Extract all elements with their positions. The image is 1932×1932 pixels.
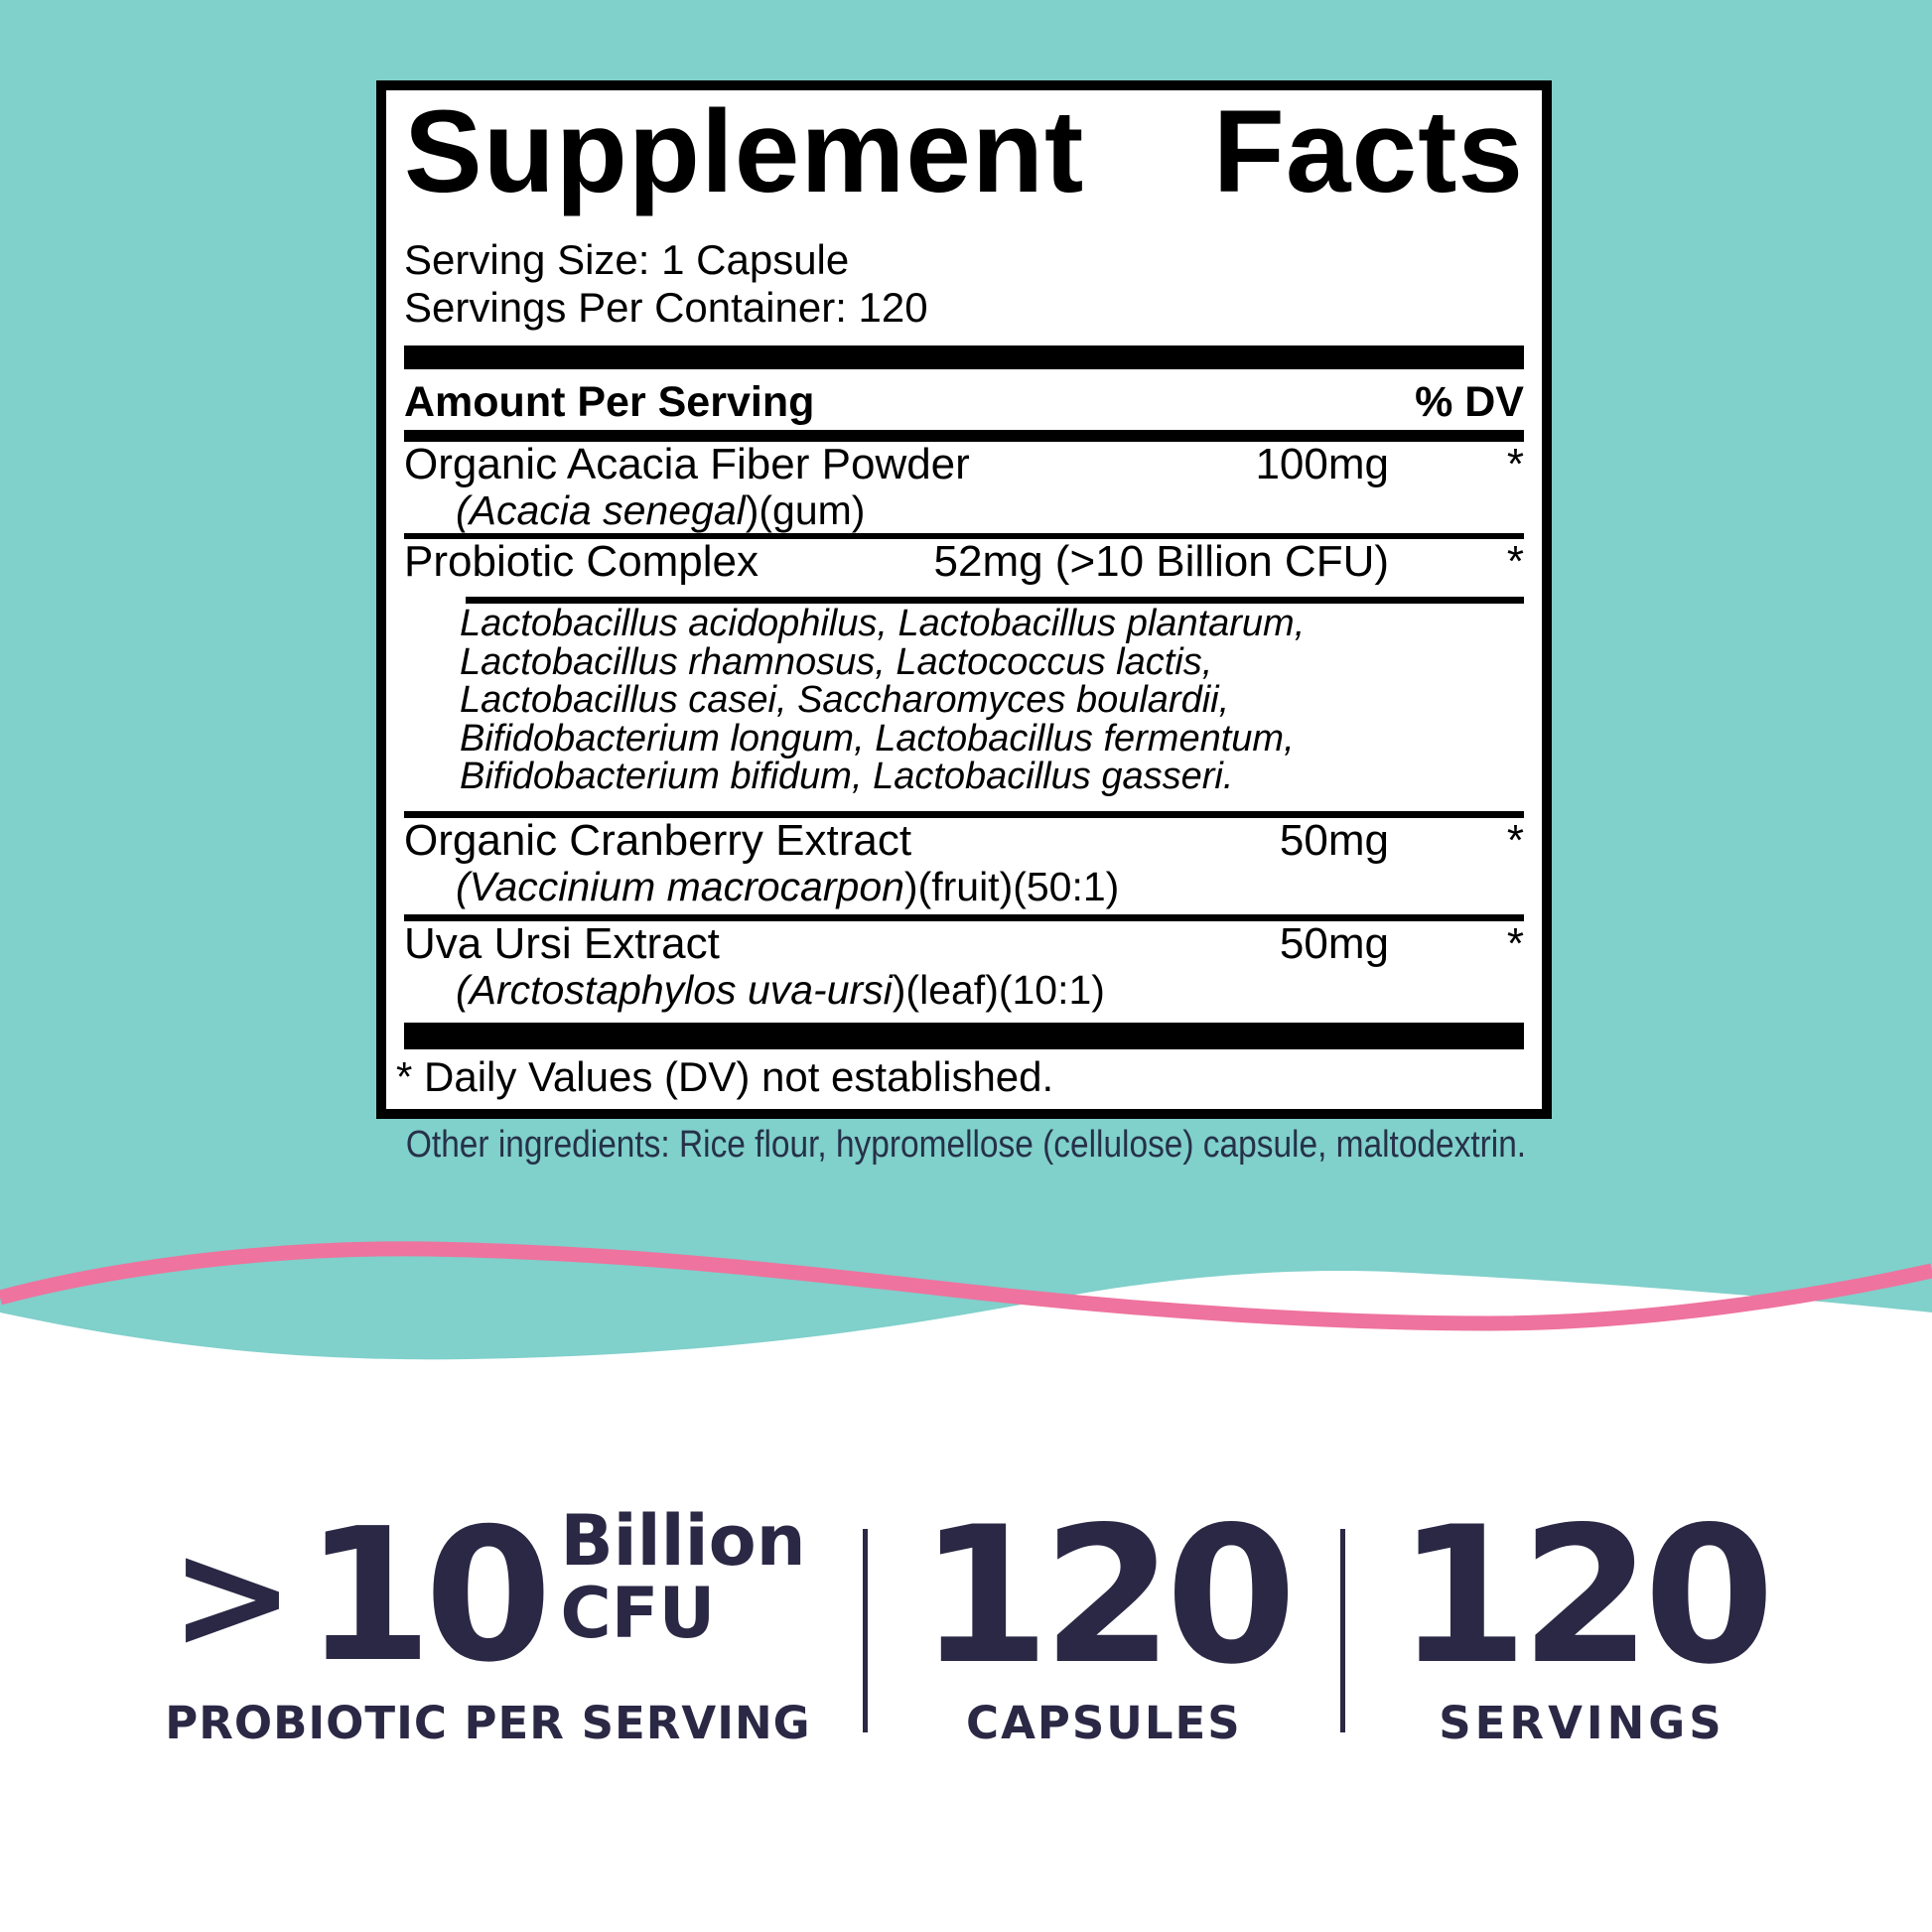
ingredient-dv: * xyxy=(1506,537,1524,586)
divider-bar-thick xyxy=(404,345,1524,369)
divider-bar-thick xyxy=(404,1022,1524,1049)
row-separator xyxy=(404,810,1524,818)
product-stats: > 10 Billion CFU PROBIOTIC PER SERVING 1… xyxy=(0,1486,1932,1750)
dv-header: % DV xyxy=(1415,378,1524,426)
probiotic-species-line: Bifidobacterium longum, Lactobacillus fe… xyxy=(460,717,1295,759)
ingredient-dv: * xyxy=(1506,440,1524,488)
other-ingredients-note: Other ingredients: Rice flour, hypromell… xyxy=(405,1124,1527,1166)
ingredient-name: Uva Ursi Extract xyxy=(404,918,720,968)
column-headers: Amount Per Serving % DV xyxy=(404,377,1524,427)
ingredient-subline: (Arctostaphylos uva-ursi)(leaf)(10:1) xyxy=(456,966,1105,1013)
ingredient-row-cranberry: Organic Cranberry Extract 50mg * (Vaccin… xyxy=(404,815,1524,909)
ingredient-name: Organic Acacia Fiber Powder xyxy=(404,440,970,488)
greater-than-symbol: > xyxy=(170,1509,295,1683)
stat-capsules: 120 CAPSULES xyxy=(918,1486,1298,1749)
daily-value-footnote: * Daily Values (DV) not established. xyxy=(396,1052,1054,1100)
ingredient-dv: * xyxy=(1506,815,1524,865)
stat-capsules-caption: CAPSULES xyxy=(966,1697,1242,1749)
unit-cfu: CFU xyxy=(560,1573,716,1654)
ingredient-row-acacia: Organic Acacia Fiber Powder 100mg * (Aca… xyxy=(404,440,1524,534)
divider-bar-thin xyxy=(404,430,1524,442)
label-title-word-supplement: Supplement xyxy=(404,86,1085,217)
ingredient-dv: * xyxy=(1506,918,1524,968)
serving-size: Serving Size: 1 Capsule xyxy=(404,236,850,283)
stat-probiotic-unit: Billion CFU xyxy=(560,1505,805,1650)
probiotic-species-line: Bifidobacterium bifidum, Lactobacillus g… xyxy=(460,756,1234,798)
ingredient-row-probiotic: Probiotic Complex 52mg (>10 Billion CFU)… xyxy=(404,539,1524,585)
unit-billion: Billion xyxy=(560,1500,806,1582)
stat-probiotic-cfu: > 10 Billion CFU PROBIOTIC PER SERVING xyxy=(165,1499,811,1750)
ingredient-row-uva-ursi: Uva Ursi Extract 50mg * (Arctostaphylos … xyxy=(404,918,1524,1013)
ingredient-amount: 50mg xyxy=(1279,918,1389,968)
label-title-word-facts: Facts xyxy=(1212,86,1524,217)
servings-per-container: Servings Per Container: 120 xyxy=(404,284,928,331)
ingredient-amount: 100mg xyxy=(1255,440,1389,488)
ingredient-name: Organic Cranberry Extract xyxy=(404,815,912,865)
ingredient-subline: (Vaccinium macrocarpon)(fruit)(50:1) xyxy=(456,863,1120,909)
probiotic-species-line: Lactobacillus casei, Saccharomyces boula… xyxy=(460,679,1230,722)
row-separator xyxy=(404,913,1524,921)
ingredient-name: Probiotic Complex xyxy=(404,537,759,586)
amount-per-serving-header: Amount Per Serving xyxy=(404,378,815,426)
stat-probiotic-number-row: > 10 Billion CFU xyxy=(165,1499,810,1693)
indented-separator xyxy=(466,597,1524,604)
probiotic-species-list: Lactobacillus acidophilus, Lactobacillus… xyxy=(460,605,1524,796)
row-separator xyxy=(404,533,1524,539)
pink-wave-line xyxy=(0,1241,1932,1331)
ingredient-subline: (Acacia senegal)(gum) xyxy=(456,487,866,533)
ingredient-amount: 52mg (>10 Billion CFU) xyxy=(933,537,1390,586)
probiotic-species-line: Lactobacillus rhamnosus, Lactococcus lac… xyxy=(460,640,1213,683)
stat-servings-caption: SERVINGS xyxy=(1439,1697,1725,1749)
vertical-divider xyxy=(862,1529,868,1732)
vertical-divider xyxy=(1340,1529,1346,1732)
label-title: Supplement Facts xyxy=(404,93,1524,210)
stat-servings: 120 SERVINGS xyxy=(1397,1486,1775,1749)
serving-info: Serving Size: 1 Capsule Servings Per Con… xyxy=(404,236,1524,332)
stat-servings-number: 120 xyxy=(1397,1486,1775,1706)
stat-capsules-number: 120 xyxy=(918,1486,1298,1706)
wave-decoration xyxy=(0,1221,1932,1459)
supplement-facts-panel: Supplement Facts Serving Size: 1 Capsule… xyxy=(376,80,1552,1119)
stat-probiotic-number: 10 xyxy=(304,1488,552,1703)
ingredient-amount: 50mg xyxy=(1279,815,1389,865)
stat-probiotic-caption: PROBIOTIC PER SERVING xyxy=(165,1697,811,1749)
probiotic-species-line: Lactobacillus acidophilus, Lactobacillus… xyxy=(460,603,1306,644)
